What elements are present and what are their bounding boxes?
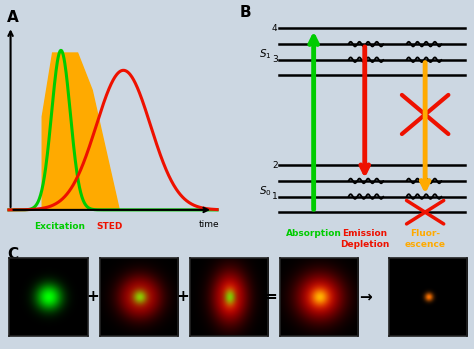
Text: Emission: Emission [342, 229, 387, 238]
Polygon shape [42, 53, 119, 210]
Text: $S_0$: $S_0$ [259, 184, 272, 198]
Text: STED: STED [96, 222, 123, 230]
Text: escence: escence [405, 240, 446, 250]
Text: $S_1$: $S_1$ [259, 47, 272, 61]
Text: +: + [176, 289, 189, 304]
Text: Absorption: Absorption [286, 229, 342, 238]
Text: 1: 1 [272, 192, 278, 201]
Text: +: + [86, 289, 99, 304]
Text: =: = [265, 289, 277, 304]
Text: C: C [7, 247, 18, 262]
Text: 4: 4 [272, 24, 278, 33]
Text: 2: 2 [272, 161, 278, 170]
Text: Fluor-: Fluor- [410, 229, 440, 238]
Text: →: → [360, 289, 372, 304]
Text: 3: 3 [272, 55, 278, 64]
Text: B: B [239, 5, 251, 20]
Text: time: time [199, 220, 219, 229]
Text: Excitation: Excitation [34, 222, 85, 230]
Text: A: A [7, 10, 18, 25]
Text: Depletion: Depletion [340, 240, 390, 250]
